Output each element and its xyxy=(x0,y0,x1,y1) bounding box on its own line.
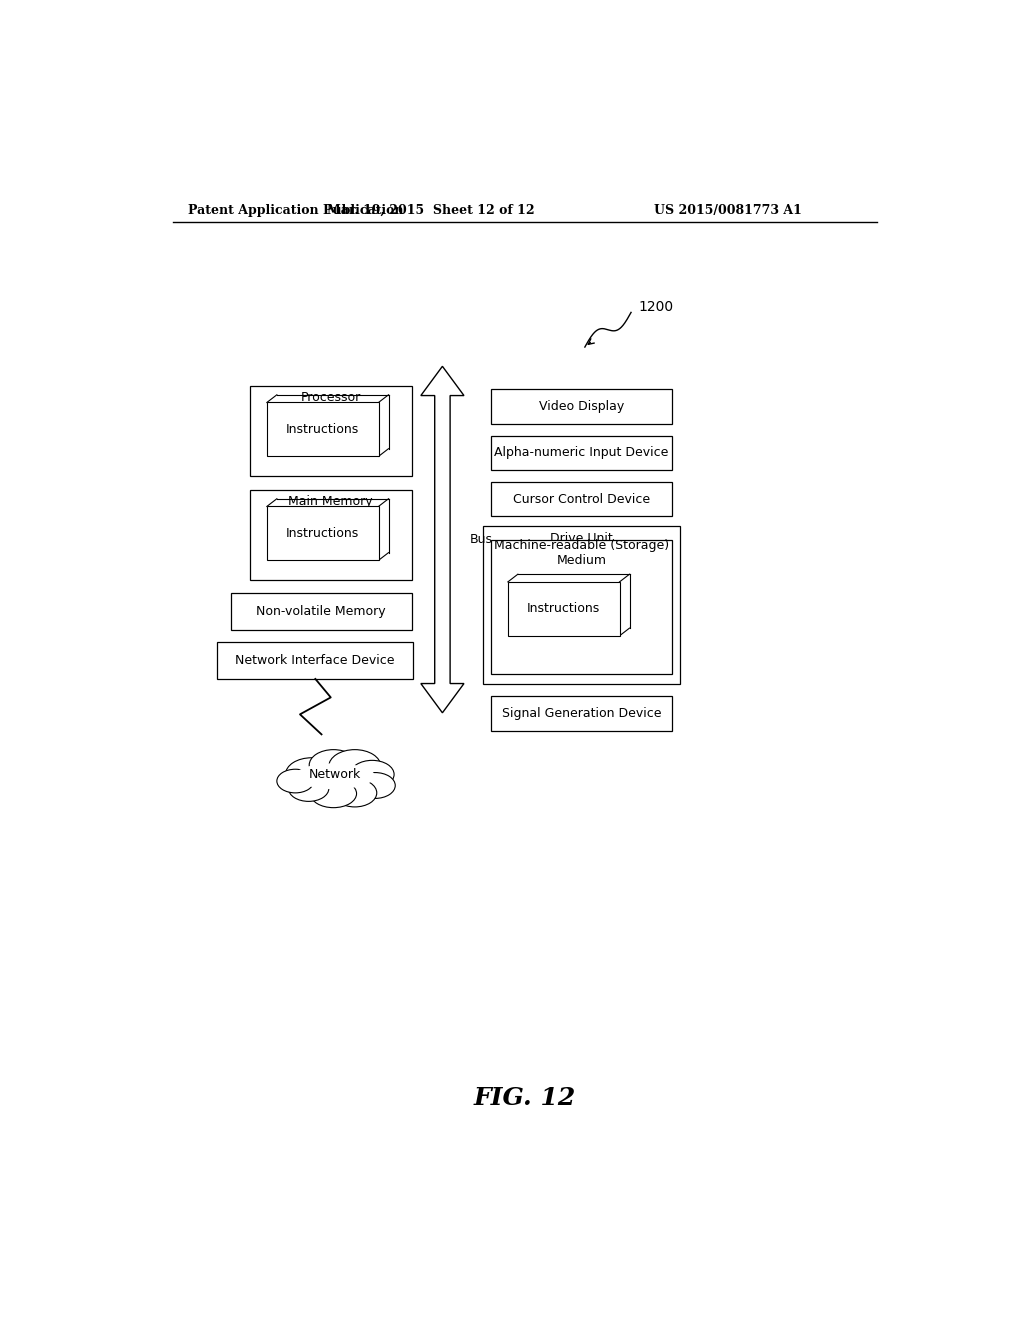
Ellipse shape xyxy=(286,758,338,791)
Ellipse shape xyxy=(289,776,329,801)
Bar xyxy=(508,582,620,636)
Bar xyxy=(217,642,413,678)
Bar xyxy=(483,527,680,684)
Ellipse shape xyxy=(350,760,394,788)
Ellipse shape xyxy=(294,763,375,789)
Bar xyxy=(267,403,379,457)
Text: Cursor Control Device: Cursor Control Device xyxy=(513,492,650,506)
Text: Network Interface Device: Network Interface Device xyxy=(236,653,394,667)
Text: Instructions: Instructions xyxy=(286,527,359,540)
Ellipse shape xyxy=(309,750,357,780)
Ellipse shape xyxy=(355,772,395,799)
Polygon shape xyxy=(421,367,464,713)
Text: Processor: Processor xyxy=(301,391,360,404)
Text: Machine-readable (Storage)
Medium: Machine-readable (Storage) Medium xyxy=(494,540,669,568)
Text: Instructions: Instructions xyxy=(286,422,359,436)
Bar xyxy=(490,436,672,470)
Text: US 2015/0081773 A1: US 2015/0081773 A1 xyxy=(654,205,802,218)
Text: Alpha-numeric Input Device: Alpha-numeric Input Device xyxy=(495,446,669,459)
Ellipse shape xyxy=(310,780,356,808)
Ellipse shape xyxy=(329,750,381,783)
Bar xyxy=(267,507,379,561)
Bar xyxy=(490,540,672,675)
Text: Non-volatile Memory: Non-volatile Memory xyxy=(256,606,386,619)
Text: FIG. 12: FIG. 12 xyxy=(474,1086,575,1110)
Text: Main Memory: Main Memory xyxy=(289,495,373,508)
Text: Bus: Bus xyxy=(469,533,493,546)
Text: Video Display: Video Display xyxy=(539,400,624,413)
Bar xyxy=(490,389,672,424)
Text: Network: Network xyxy=(308,768,360,781)
Text: Mar. 19, 2015  Sheet 12 of 12: Mar. 19, 2015 Sheet 12 of 12 xyxy=(327,205,535,218)
Text: Signal Generation Device: Signal Generation Device xyxy=(502,706,662,719)
Bar xyxy=(250,385,412,477)
Text: 1200: 1200 xyxy=(639,300,674,314)
Text: Instructions: Instructions xyxy=(527,602,600,615)
Bar xyxy=(490,482,672,516)
Bar xyxy=(230,594,412,631)
Bar xyxy=(490,696,672,730)
Bar xyxy=(250,490,412,581)
Ellipse shape xyxy=(276,770,313,793)
Text: Patent Application Publication: Patent Application Publication xyxy=(188,205,403,218)
Text: Drive Unit: Drive Unit xyxy=(550,532,612,545)
Ellipse shape xyxy=(333,779,377,807)
